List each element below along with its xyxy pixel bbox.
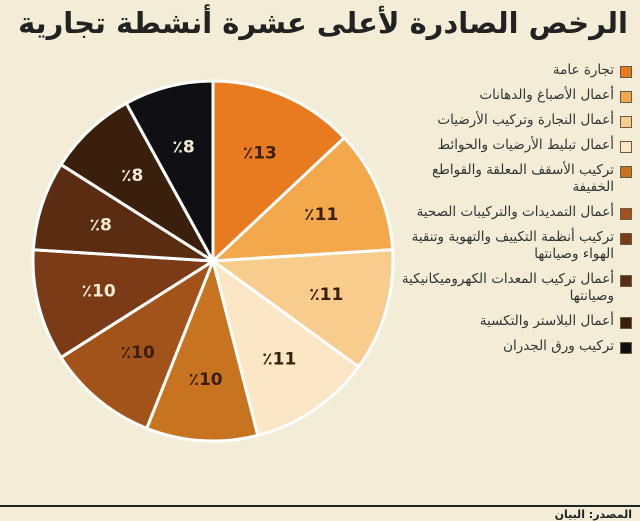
slice-label-4: ٪11	[262, 350, 296, 370]
legend-label: تركيب الأسقف المعلقة والقواطع الخفيفة	[432, 162, 614, 195]
legend-label: تجارة عامة	[552, 62, 614, 78]
legend-label: أعمال البلاستر والتكسية	[479, 313, 614, 329]
legend-item-1: تجارة عامة	[392, 62, 632, 79]
legend-label: أعمال تركيب المعدات الكهروميكانيكية وصيا…	[401, 271, 614, 304]
source-note: المصدر: البيان	[554, 508, 632, 521]
legend-item-5: تركيب الأسقف المعلقة والقواطع الخفيفة	[392, 162, 632, 196]
legend-item-6: أعمال التمديدات والتركيبات الصحية	[392, 204, 632, 221]
legend-label: أعمال التمديدات والتركيبات الصحية	[416, 204, 614, 220]
pie-slice-5	[144, 256, 260, 443]
legend-swatch	[620, 275, 632, 287]
pie-slice-6	[58, 257, 217, 431]
pie-slice-10	[124, 79, 215, 262]
legend-swatch	[620, 141, 632, 153]
slice-label-2: ٪11	[304, 205, 338, 225]
legend-label: تركيب أنظمة التكييف والتهوية وتنقية الهو…	[411, 229, 614, 262]
legend-item-10: تركيب ورق الجدران	[392, 338, 632, 355]
slice-label-10: ٪8	[173, 138, 195, 158]
legend-item-4: أعمال تبليط الأرضيات والحوائط	[392, 137, 632, 154]
slice-label-3: ٪11	[309, 285, 343, 305]
legend-item-9: أعمال البلاستر والتكسية	[392, 313, 632, 330]
legend-item-3: أعمال النجارة وتركيب الأرضيات	[392, 112, 632, 129]
legend-swatch	[620, 66, 632, 78]
legend-label: أعمال النجارة وتركيب الأرضيات	[437, 112, 614, 128]
slice-label-6: ٪10	[121, 343, 155, 363]
legend-item-2: أعمال الأصباغ والدهانات	[392, 87, 632, 104]
slice-label-5: ٪10	[189, 370, 223, 390]
legend-item-8: أعمال تركيب المعدات الكهروميكانيكية وصيا…	[392, 271, 632, 305]
pie-slice-8	[31, 162, 214, 263]
pie-slice-9	[58, 101, 215, 263]
slice-label-1: ٪13	[243, 144, 277, 164]
slice-label-9: ٪8	[121, 166, 143, 186]
legend: تجارة عامة أعمال الأصباغ والدهانات أعمال ا…	[392, 62, 632, 363]
legend-label: تركيب ورق الجدران	[503, 338, 614, 354]
legend-swatch	[620, 166, 632, 178]
pie-slice-7	[31, 248, 218, 360]
legend-swatch	[620, 116, 632, 128]
legend-swatch	[620, 342, 632, 354]
bottom-divider	[0, 505, 640, 507]
slice-label-8: ٪8	[90, 216, 112, 236]
pie-slice-4	[210, 257, 361, 438]
slice-label-7: ٪10	[82, 281, 116, 301]
legend-swatch	[620, 233, 632, 245]
chart-title: الرخص الصادرة لأعلى عشرة أنشطة تجارية	[18, 6, 628, 40]
legend-swatch	[620, 208, 632, 220]
legend-swatch	[620, 317, 632, 329]
legend-swatch	[620, 91, 632, 103]
pie-slice-1	[211, 79, 347, 265]
pie-slice-2	[208, 135, 395, 263]
legend-label: أعمال تبليط الأرضيات والحوائط	[437, 137, 614, 153]
pie-slice-3	[208, 248, 395, 369]
legend-item-7: تركيب أنظمة التكييف والتهوية وتنقية الهو…	[392, 229, 632, 263]
legend-label: أعمال الأصباغ والدهانات	[479, 87, 614, 103]
